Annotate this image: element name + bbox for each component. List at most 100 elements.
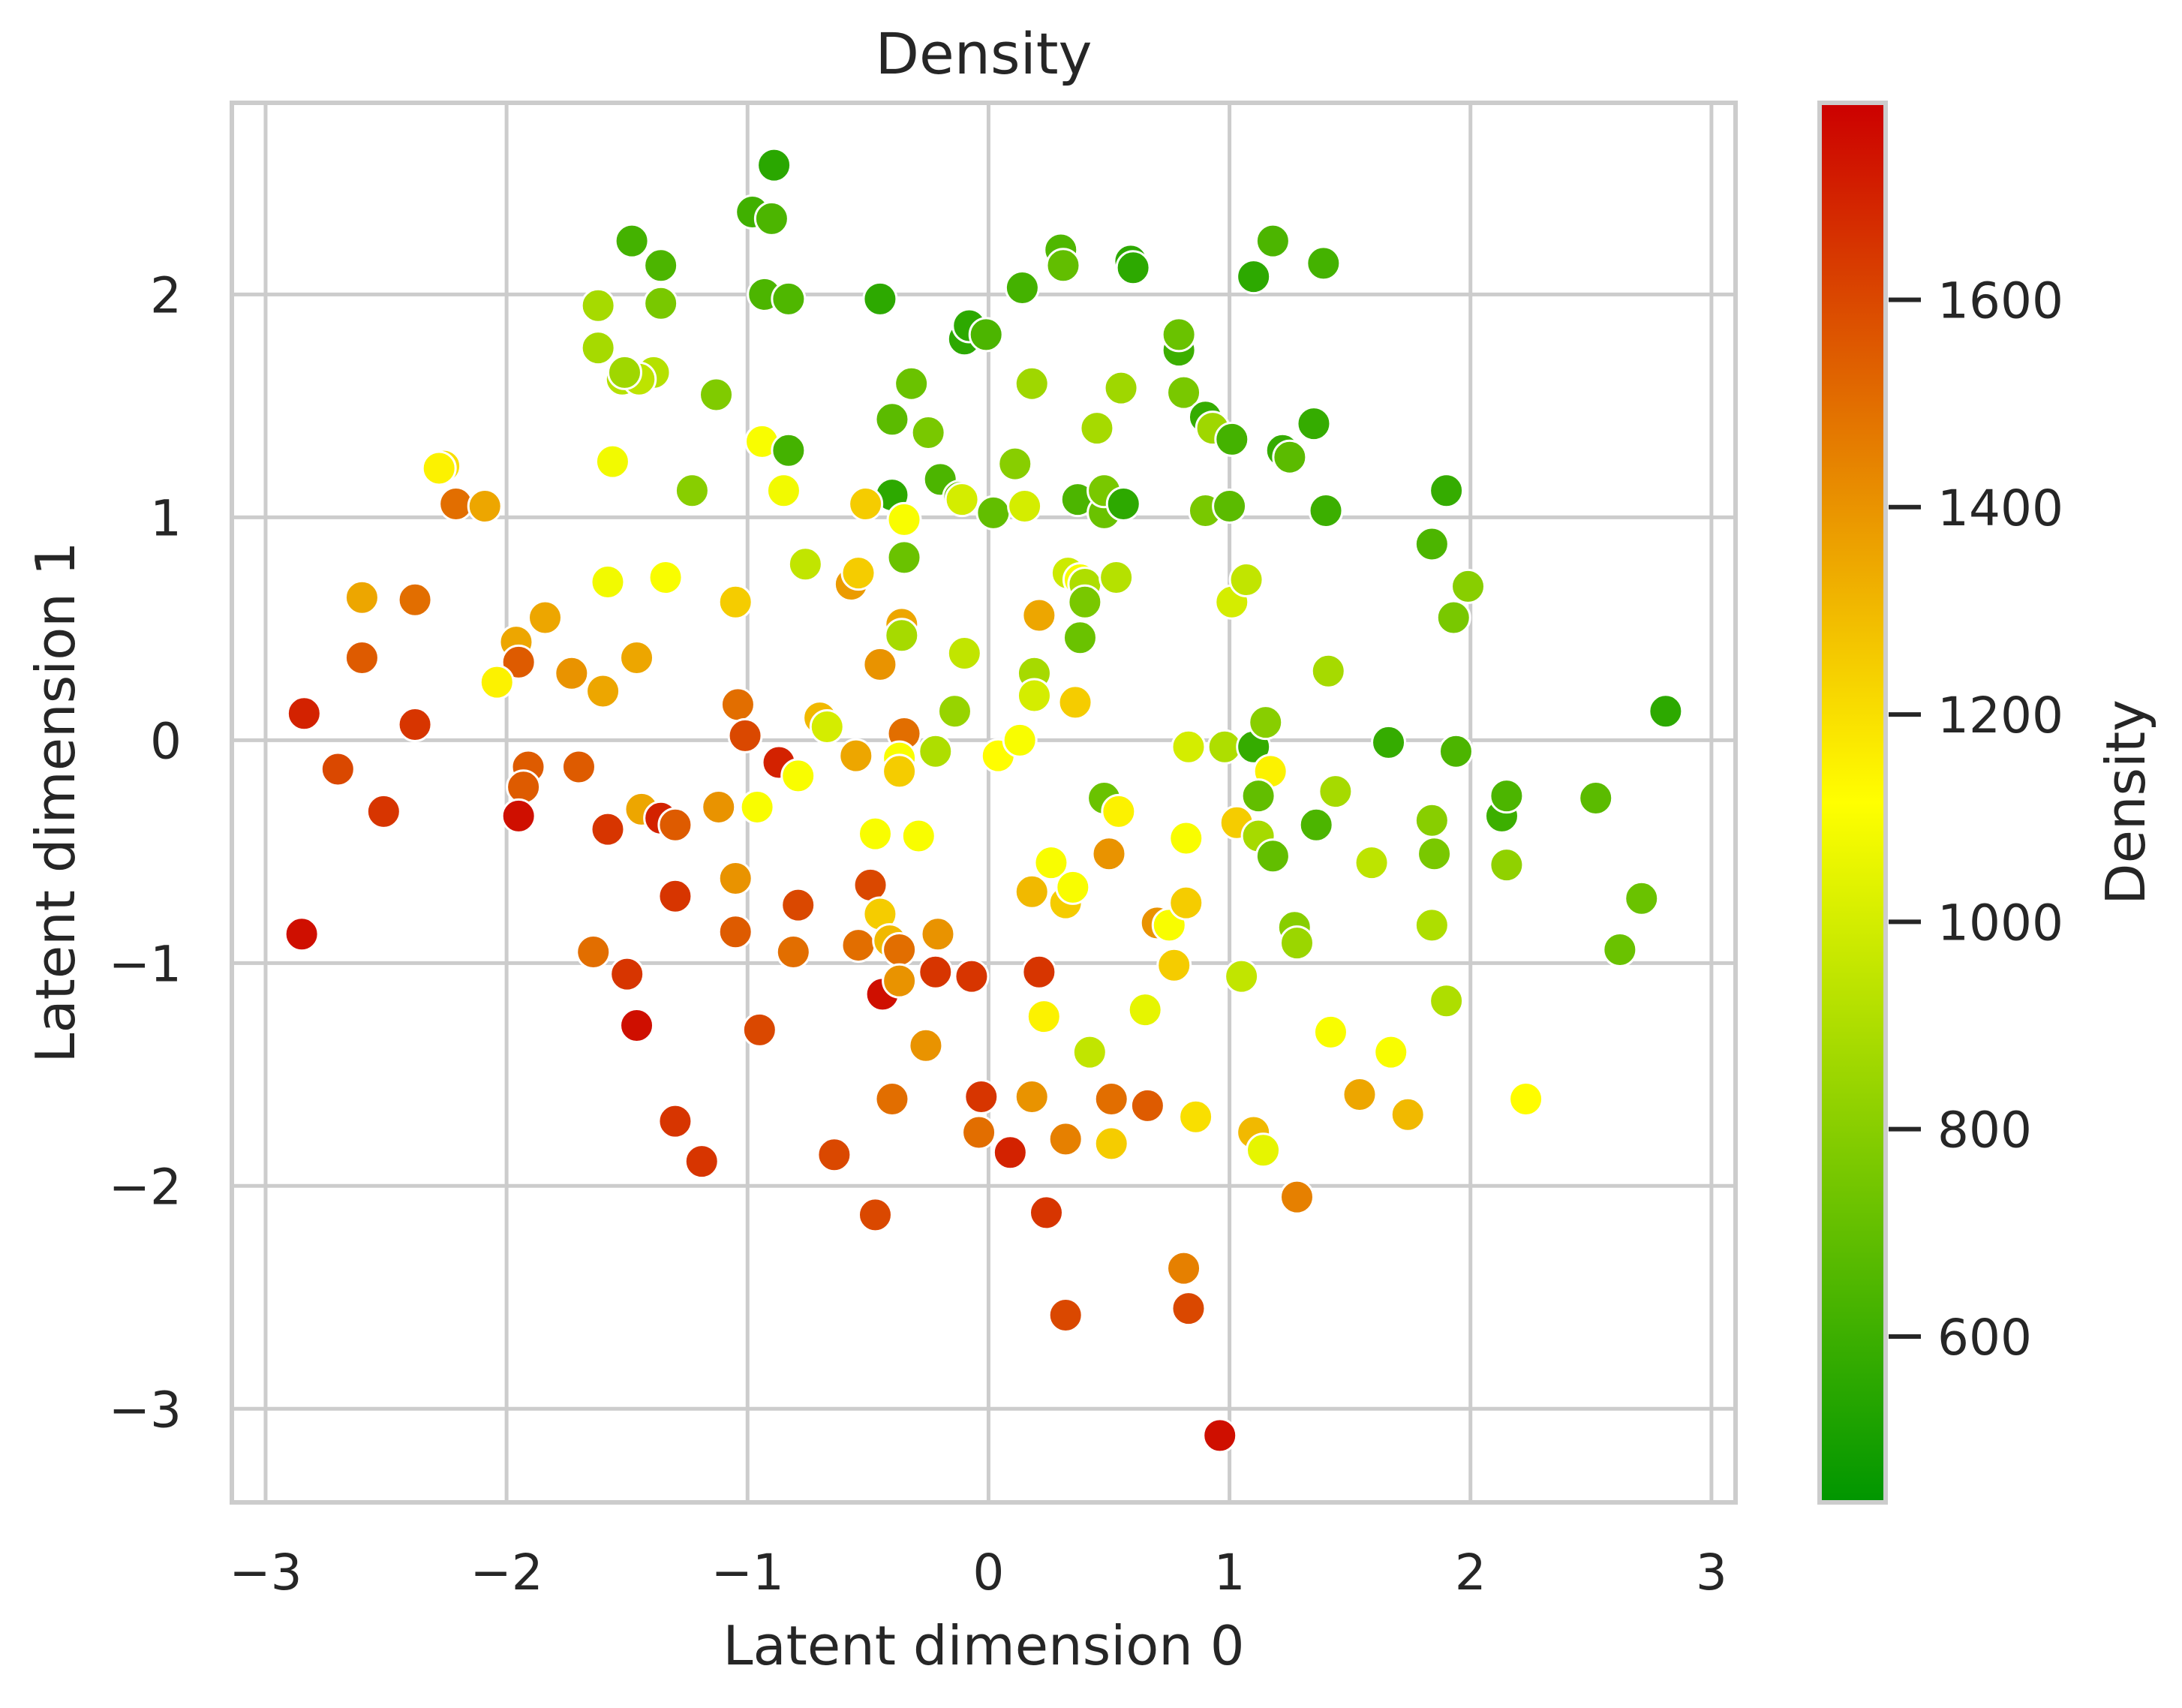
colorbar: 600 800 1000 1200 1400 1600 Density — [1817, 101, 2157, 1505]
scatter-point — [809, 709, 845, 745]
scatter-point — [1354, 845, 1390, 881]
scatter-point — [882, 932, 918, 968]
scatter-point — [1127, 992, 1163, 1028]
scatter-point — [1279, 1179, 1315, 1215]
scatter-point — [944, 482, 980, 518]
scatter-point — [1450, 568, 1486, 604]
scatter-point — [1021, 954, 1057, 990]
scatter-point — [614, 223, 650, 259]
scatter-point — [643, 248, 679, 284]
scatter-point — [286, 696, 322, 732]
scatter-point — [1029, 1195, 1064, 1231]
scatter-point — [771, 281, 807, 317]
x-tick-label: −3 — [229, 1544, 302, 1601]
scatter-point — [717, 584, 753, 620]
scatter-point — [787, 546, 823, 582]
scatter-point — [963, 1079, 999, 1115]
scatter-point — [284, 916, 320, 952]
scatter-point — [848, 486, 884, 522]
scatter-point — [1099, 560, 1135, 596]
scatter-point — [684, 1144, 720, 1180]
scatter-point — [657, 878, 693, 914]
scatter-point — [946, 636, 982, 672]
scatter-point — [1171, 729, 1207, 765]
scatter-point — [968, 317, 1004, 353]
scatter-point — [397, 707, 433, 743]
scatter-point — [1079, 410, 1115, 447]
scatter-point — [1168, 820, 1204, 856]
scatter-point — [727, 717, 763, 753]
scatter-point — [1156, 947, 1192, 983]
scatter-point — [918, 954, 954, 990]
scatter-point — [992, 1135, 1028, 1171]
scatter-point — [1091, 836, 1127, 872]
scatter-point — [1045, 248, 1081, 284]
scatter-point — [1648, 693, 1684, 729]
scatter-point — [756, 147, 792, 183]
scatter-point — [397, 582, 433, 618]
scatter-point — [1057, 684, 1093, 720]
scatter-point — [838, 738, 874, 774]
scatter-point — [1248, 705, 1284, 741]
scatter-point — [1429, 473, 1465, 509]
scatter-point — [1298, 807, 1334, 843]
scatter-point — [900, 818, 936, 854]
scatter-point — [619, 639, 655, 675]
scatter-point — [1624, 880, 1660, 916]
y-axis-ticks: −3 −2 −1 0 1 2 — [109, 266, 182, 1439]
scatter-point — [1067, 584, 1103, 620]
scatter-point — [1296, 406, 1332, 442]
scatter-point — [840, 555, 876, 591]
scatter-point — [1093, 1081, 1129, 1117]
y-tick-label: −1 — [109, 935, 182, 993]
y-axis-label: Latent dimension 1 — [24, 541, 87, 1063]
colorbar-tick-label: 1400 — [1937, 480, 2063, 537]
scatter-point — [1318, 774, 1354, 810]
x-axis-ticks: −3 −2 −1 0 1 2 3 — [229, 1544, 1727, 1601]
scatter-point — [720, 687, 756, 723]
scatter-point — [1004, 269, 1040, 305]
scatter-point — [886, 540, 922, 576]
scatter-point — [1062, 620, 1098, 656]
scatter-point — [1255, 838, 1291, 874]
scatter-point — [699, 377, 735, 413]
scatter-point — [580, 287, 616, 323]
scatter-point — [1014, 365, 1050, 401]
scatter-point — [606, 354, 642, 390]
x-tick-label: 0 — [972, 1544, 1004, 1601]
scatter-point — [1105, 486, 1141, 522]
scatter-point — [997, 446, 1033, 482]
scatter-points — [284, 147, 1684, 1454]
scatter-point — [344, 639, 380, 675]
scatter-point — [1306, 245, 1342, 281]
scatter-point — [674, 473, 710, 509]
colorbar-gradient — [1817, 101, 1888, 1505]
scatter-point — [717, 914, 753, 950]
scatter-point — [1166, 374, 1202, 410]
scatter-point — [1390, 1096, 1426, 1132]
scatter-point — [1212, 489, 1248, 525]
scatter-point — [857, 1197, 893, 1233]
scatter-point — [1033, 845, 1069, 881]
scatter-point — [862, 281, 898, 317]
scatter-point — [421, 450, 457, 486]
scatter-point — [619, 1007, 655, 1043]
x-tick-label: −1 — [711, 1544, 784, 1601]
scatter-point — [609, 956, 645, 992]
scatter-point — [1414, 907, 1450, 943]
scatter-point — [554, 655, 590, 691]
scatter-point — [500, 644, 536, 680]
scatter-point — [717, 860, 753, 896]
scatter-point — [1178, 1099, 1214, 1135]
chart-title: Density — [876, 20, 1093, 87]
scatter-point — [1414, 802, 1450, 838]
y-tick-label: −3 — [109, 1381, 182, 1439]
scatter-point — [1014, 874, 1050, 910]
y-tick-label: −2 — [109, 1158, 182, 1216]
scatter-point — [467, 489, 503, 525]
scatter-point — [1246, 1132, 1282, 1168]
scatter-point — [1168, 885, 1204, 921]
scatter-point — [874, 1081, 910, 1117]
scatter-point — [739, 789, 775, 825]
scatter-point — [741, 1012, 777, 1048]
